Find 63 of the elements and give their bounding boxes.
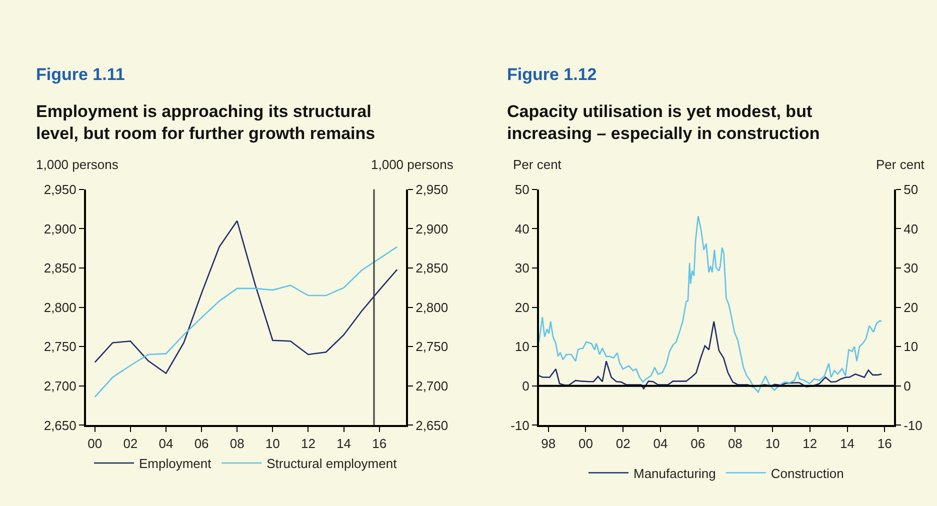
y2-tick-label: 2,900 <box>416 221 448 236</box>
x-tick-label: 06 <box>194 436 209 451</box>
line-series <box>94 246 398 398</box>
legend-label: Manufacturing <box>634 466 716 481</box>
y2-tick-label: 20 <box>904 300 918 315</box>
y-tick-label: -10 <box>510 418 530 433</box>
legend-label: Construction <box>770 466 844 481</box>
y-axis-title: Per cent <box>513 157 562 172</box>
y2-tick-label: 2,800 <box>416 300 448 315</box>
y2-tick-label: 2,750 <box>416 339 448 354</box>
y-tick-label: 50 <box>514 182 530 197</box>
chart-subtitle: Capacity utilisation is yet modest, but increasing – especially in construction <box>507 102 820 144</box>
y-tick-label: 2,900 <box>44 221 76 236</box>
line-series <box>539 215 882 393</box>
y2-tick-label: 2,650 <box>416 418 448 433</box>
legend-label: Structural employment <box>266 456 398 472</box>
y2-tick-label: 30 <box>904 260 918 276</box>
x-tick-label: 00 <box>578 436 593 451</box>
y2-tick-label: -10 <box>904 418 922 433</box>
y-tick-label: 10 <box>514 339 530 354</box>
line-series <box>94 220 398 374</box>
y-axis-title: 1,000 persons <box>36 157 119 172</box>
x-tick-label: 10 <box>265 436 280 451</box>
legend-label: Employment <box>139 456 212 472</box>
y2-tick-label: 2,700 <box>416 378 448 394</box>
y2-tick-label: 40 <box>904 221 918 236</box>
y-tick-label: 40 <box>514 221 530 236</box>
chart-title: Figure 1.12 <box>507 65 597 84</box>
x-tick-label: 00 <box>88 436 102 451</box>
x-tick-label: 04 <box>158 436 174 451</box>
y-tick-label: 2,700 <box>44 378 76 394</box>
y-tick-label: 2,650 <box>44 418 76 433</box>
x-tick-label: 10 <box>765 436 780 451</box>
x-tick-label: 12 <box>300 436 316 451</box>
x-tick-label: 04 <box>653 436 668 451</box>
y-tick-label: 20 <box>514 300 530 315</box>
y-tick-label: 2,750 <box>44 339 76 354</box>
y-tick-label: 2,800 <box>44 300 76 315</box>
y-tick-label: 30 <box>514 260 530 276</box>
y-tick-label: 2,850 <box>44 260 76 276</box>
line-series <box>539 320 882 390</box>
x-tick-label: 08 <box>230 436 244 451</box>
x-tick-label: 02 <box>123 436 138 451</box>
x-tick-label: 16 <box>372 436 387 451</box>
y2-tick-label: 50 <box>904 182 918 197</box>
x-tick-label: 02 <box>616 436 630 451</box>
y2-tick-label: 10 <box>904 339 918 354</box>
y2-tick-label: 2,950 <box>416 182 448 197</box>
y2-axis-title: 1,000 persons <box>371 157 454 172</box>
y2-axis-title: Per cent <box>876 157 925 172</box>
x-tick-label: 14 <box>840 436 855 451</box>
y-tick-label: 0 <box>522 378 530 394</box>
y2-tick-label: 2,850 <box>416 260 448 276</box>
chart-title: Figure 1.11 <box>36 65 125 84</box>
x-tick-label: 16 <box>877 436 892 451</box>
y2-tick-label: 0 <box>904 378 911 394</box>
x-tick-label: 14 <box>336 436 352 451</box>
x-tick-label: 98 <box>541 436 556 451</box>
y-tick-label: 2,950 <box>44 182 76 197</box>
x-tick-label: 12 <box>802 436 818 451</box>
x-tick-label: 08 <box>728 436 742 451</box>
x-tick-label: 06 <box>690 436 706 451</box>
chart-subtitle: Employment is approaching its structural level, but room for further growth remains <box>36 102 376 144</box>
